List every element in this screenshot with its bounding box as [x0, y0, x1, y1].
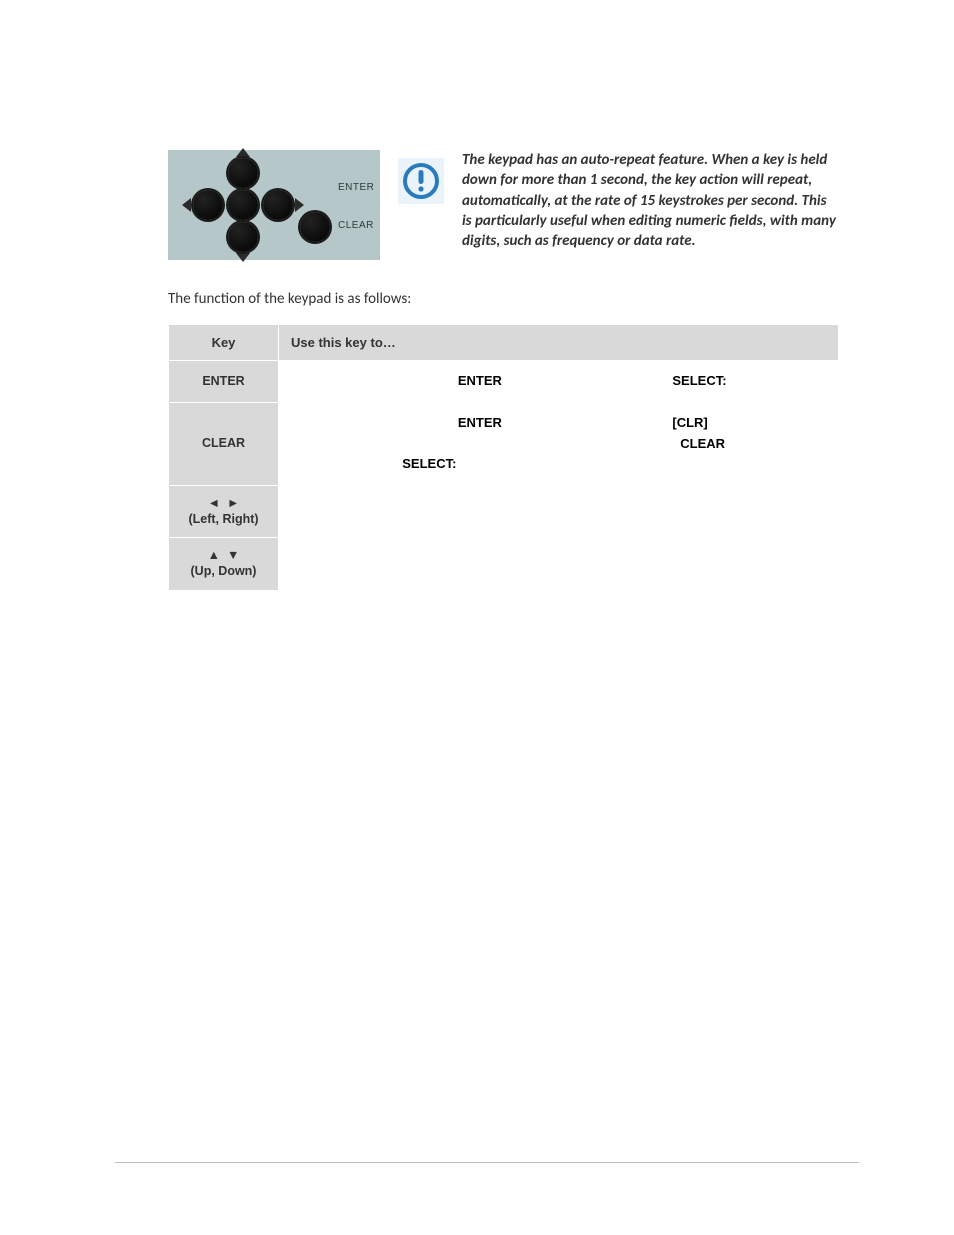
- table-header-use: Use this key to…: [279, 325, 839, 361]
- key-cell: ▲ ▼(Up, Down): [169, 538, 279, 590]
- key-cell: ◄ ►(Left, Right): [169, 486, 279, 538]
- table-header-key: Key: [169, 325, 279, 361]
- key-cell: ENTER: [169, 361, 279, 403]
- key-function-table: Key Use this key to… ENTERxxxxxxxx xxxxx…: [168, 324, 839, 591]
- table-row: ENTERxxxxxxxx xxxxxxxx xxxxxxxx ENTER xx…: [169, 361, 839, 403]
- lead-text: The function of the keypad is as follows…: [168, 290, 839, 308]
- table-row: CLEARxxxxxxxx xxxxxxxx xxxxxxxx ENTER xx…: [169, 402, 839, 485]
- info-note: The keypad has an auto-repeat feature. W…: [462, 150, 839, 251]
- desc-cell: [279, 538, 839, 590]
- warning-icon: [398, 158, 444, 204]
- keypad-clear-label: CLEAR: [338, 220, 374, 231]
- desc-cell: xxxxxxxx xxxxxxxx xxxxxxxx ENTER xxxxxxx…: [279, 402, 839, 485]
- key-cell: CLEAR: [169, 402, 279, 485]
- desc-cell: xxxxxxxx xxxxxxxx xxxxxxxx ENTER xxxxxxx…: [279, 361, 839, 403]
- table-row: ▲ ▼(Up, Down): [169, 538, 839, 590]
- keypad-image: ENTER CLEAR: [168, 150, 380, 260]
- footer-rule: [115, 1162, 859, 1163]
- desc-cell: [279, 486, 839, 538]
- keypad-enter-label: ENTER: [338, 182, 374, 193]
- table-row: ◄ ►(Left, Right): [169, 486, 839, 538]
